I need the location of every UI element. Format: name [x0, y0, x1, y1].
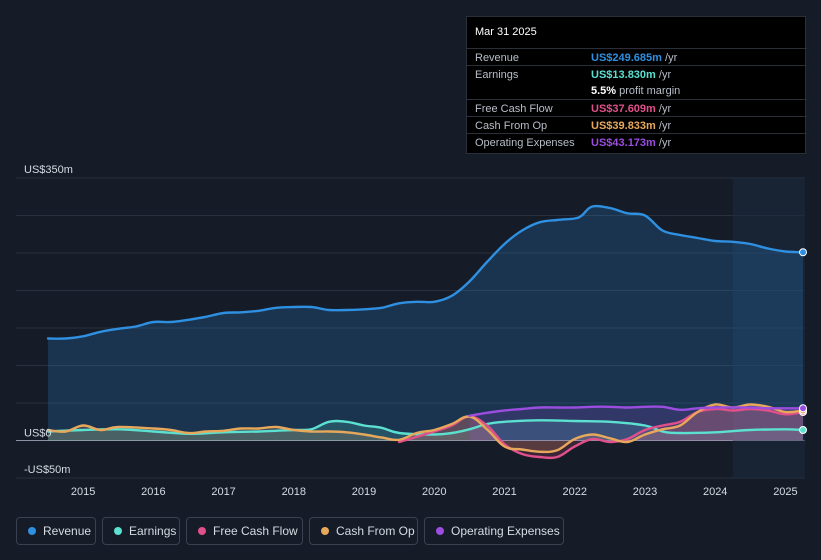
tooltip-row: 5.5% profit margin [467, 82, 807, 100]
operating-expenses-endpoint [799, 404, 807, 413]
tooltip-row: Operating Expenses US$43.173m /yr [467, 133, 807, 152]
tooltip-row: Revenue US$249.685m /yr [467, 48, 807, 67]
tooltip-row: Free Cash Flow US$37.609m /yr [467, 99, 807, 118]
x-tick-label: 2016 [141, 486, 165, 498]
grid-lines [16, 177, 805, 479]
tooltip-row-label: Earnings [475, 69, 519, 81]
revenue-endpoint [799, 248, 807, 257]
tooltip-row-label: Cash From Op [475, 120, 548, 132]
legend-dot-icon [436, 527, 444, 535]
tooltip-date: Mar 31 2025 [475, 26, 537, 38]
earnings-line [46, 419, 805, 436]
y-axis-labels: US$350m US$0 -US$50m [24, 164, 73, 476]
operating-expenses-line [468, 405, 805, 417]
legend-label: Free Cash Flow [213, 524, 298, 538]
x-tick-label: 2015 [71, 486, 95, 498]
x-tick-label: 2020 [422, 486, 446, 498]
earnings-area [48, 420, 803, 441]
series-lines [46, 204, 805, 460]
legend-item-operating-expenses[interactable]: Operating Expenses [424, 517, 564, 545]
tooltip-panel: Mar 31 2025 Revenue US$249.685m /yr Earnin… [466, 16, 807, 154]
tooltip-row-label: Revenue [475, 52, 520, 64]
x-axis-labels: 2015 2016 2017 2018 2019 2020 2021 2022 2023 2024… [71, 486, 798, 498]
legend-label: Cash From Op [336, 524, 415, 538]
legend-item-cash-from-op[interactable]: Cash From Op [309, 517, 418, 545]
x-tick-label: 2024 [703, 486, 727, 498]
revenue-line [46, 204, 805, 340]
x-tick-label: 2021 [492, 486, 516, 498]
legend-dot-icon [28, 527, 36, 535]
legend-label: Revenue [43, 524, 92, 538]
y-tick-label: US$350m [24, 164, 73, 176]
earnings-endpoint [799, 426, 807, 434]
legend-item-earnings[interactable]: Earnings [102, 517, 180, 545]
tooltip-row-value: US$39.833m /yr [591, 120, 672, 132]
tooltip-row: Earnings US$13.830m /yr [467, 65, 807, 84]
tooltip-row-value: US$249.685m /yr [591, 52, 678, 64]
cash-from-op-line [46, 403, 805, 454]
x-tick-label: 2017 [211, 486, 235, 498]
tooltip-row-value: 5.5% profit margin [591, 85, 681, 97]
x-tick-label: 2019 [352, 486, 376, 498]
tooltip-row-label: Free Cash Flow [475, 103, 553, 115]
tooltip-row-label: Operating Expenses [475, 137, 575, 149]
revenue-area [48, 206, 803, 441]
free-cash-flow-area [399, 408, 803, 458]
legend-dot-icon [114, 527, 122, 535]
legend-label: Earnings [129, 524, 177, 538]
x-tick-label: 2022 [563, 486, 587, 498]
legend-item-revenue[interactable]: Revenue [16, 517, 96, 545]
legend-item-free-cash-flow[interactable]: Free Cash Flow [186, 517, 303, 545]
tooltip-row-value: US$37.609m /yr [591, 103, 672, 115]
legend-dot-icon [321, 527, 329, 535]
x-tick-label: 2018 [282, 486, 306, 498]
x-tick-label: 2025 [773, 486, 797, 498]
tooltip-row: Cash From Op US$39.833m /yr [467, 116, 807, 135]
y-tick-label: -US$50m [24, 464, 70, 476]
series-fills [48, 206, 803, 458]
forecast-shade [732, 178, 805, 478]
tooltip-row-value: US$13.830m /yr [591, 69, 672, 81]
tooltip-row-value: US$43.173m /yr [591, 137, 672, 149]
y-tick-label: US$0 [24, 428, 52, 440]
series-endpoints [799, 248, 807, 434]
x-tick-label: 2023 [633, 486, 657, 498]
legend-label: Operating Expenses [451, 524, 560, 538]
legend-dot-icon [198, 527, 206, 535]
